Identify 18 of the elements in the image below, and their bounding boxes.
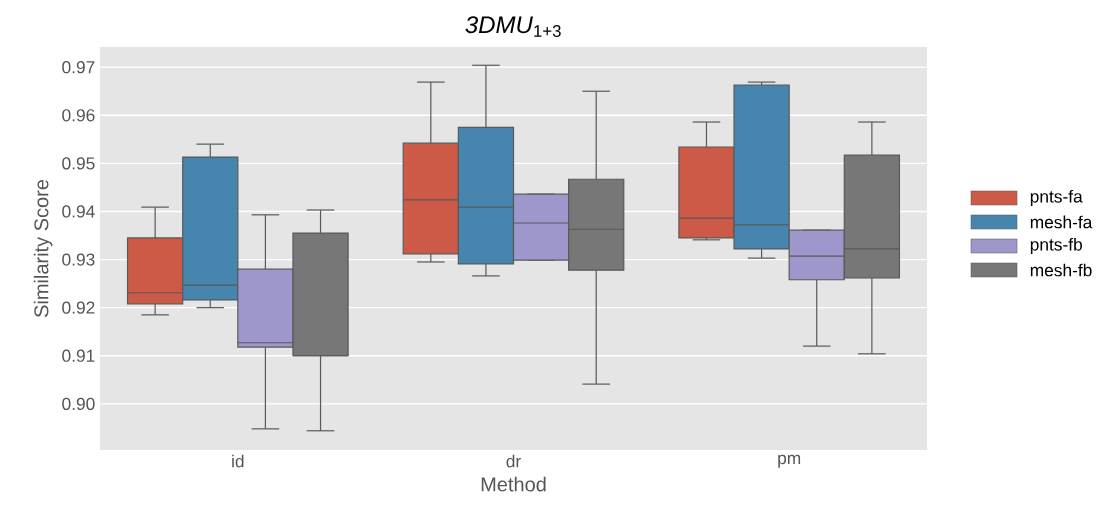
legend-label: mesh-fb (1030, 263, 1092, 277)
legend-label: mesh-fa (1030, 215, 1093, 229)
x-tick-label: dr (506, 454, 521, 468)
legend-label: pnts-fa (1030, 189, 1083, 207)
y-tick-label: 0.93 (62, 253, 95, 266)
y-tick-label: 0.94 (62, 205, 95, 218)
x-tick-label: pm (778, 454, 801, 468)
y-tick-label: 0.96 (62, 109, 95, 122)
y-tick-label: 0.97 (62, 61, 95, 74)
legend-label: pnts-fb (1030, 237, 1082, 255)
x-tick-label: id (232, 454, 244, 468)
y-tick-label: 0.90 (62, 397, 95, 410)
chart-title: 3DMU$_{1+3}$ (465, 16, 561, 37)
x-axis-title: Method (481, 476, 546, 492)
y-tick-label: 0.95 (62, 157, 95, 170)
y-axis-title: Similarity Score (33, 179, 53, 318)
y-tick-label: 0.91 (62, 349, 95, 362)
y-tick-label: 0.92 (62, 301, 95, 314)
